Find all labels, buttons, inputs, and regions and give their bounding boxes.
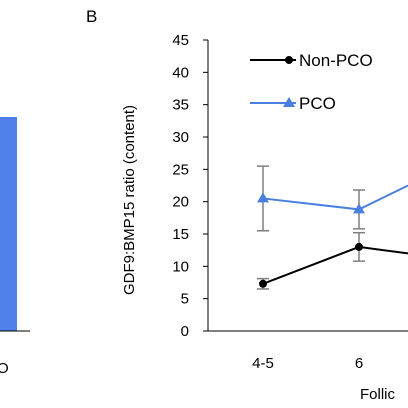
legend-pco-marker [283, 97, 295, 107]
panel-b: B GDF9:BMP15 ratio (content) 0 5 10 15 20 25 3… [86, 7, 408, 403]
panel-a-bar [0, 117, 17, 331]
legend-non-pco-marker [285, 56, 293, 64]
panel-b-label: B [86, 7, 97, 26]
data-point-pco [257, 192, 269, 203]
y-tick-label: 5 [181, 291, 189, 308]
x-tick-label: 6 [355, 355, 363, 372]
panel-a: O [0, 117, 30, 377]
y-tick-label: 35 [172, 97, 189, 114]
series-group [257, 165, 408, 290]
x-tick-label: 4-5 [252, 355, 274, 372]
data-point-non-pco [355, 242, 363, 251]
y-tick-label: 15 [172, 226, 189, 243]
y-tick-label: 10 [172, 258, 189, 275]
series-line-pco [262, 184, 408, 211]
y-tick-label: 45 [172, 32, 189, 49]
y-ticks: 0 5 10 15 20 25 30 35 40 45 [172, 32, 208, 340]
y-tick-label: 20 [172, 194, 189, 211]
legend-non-pco-label: Non-PCO [299, 51, 373, 70]
legend: Non-PCO PCO [250, 51, 373, 113]
x-ticks: 4-5 6 [252, 355, 363, 372]
data-point-pco [353, 203, 365, 214]
y-tick-label: 0 [181, 323, 189, 340]
y-axis-title: GDF9:BMP15 ratio (content) [121, 105, 138, 295]
x-axis-title: Follic [360, 386, 396, 403]
panel-a-x-tick-label: O [0, 360, 9, 377]
series-line-non-pco [262, 245, 408, 285]
data-point-non-pco [259, 279, 267, 288]
y-tick-label: 30 [172, 129, 189, 146]
legend-pco-label: PCO [299, 94, 336, 113]
y-tick-label: 40 [172, 64, 189, 81]
y-tick-label: 25 [172, 161, 189, 178]
